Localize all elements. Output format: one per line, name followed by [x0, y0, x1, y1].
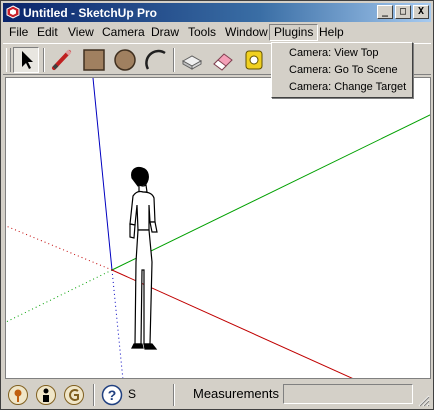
instructor-help-icon[interactable]: ?: [101, 384, 123, 406]
credits-icon[interactable]: [35, 384, 57, 406]
toolbar-grip[interactable]: [6, 48, 11, 72]
make-component-button[interactable]: [179, 47, 205, 73]
green-axis-solid: [111, 114, 430, 271]
pencil-tool-button[interactable]: [49, 47, 75, 73]
plugins-menu-dropdown: Camera: View Top Camera: Go To Scene Cam…: [271, 42, 413, 98]
red-axis-solid: [111, 269, 353, 378]
status-separator: [173, 384, 175, 406]
make-component-icon: [181, 55, 203, 70]
select-tool-button[interactable]: [13, 47, 39, 73]
menu-help[interactable]: Help: [319, 25, 344, 39]
menu-window[interactable]: Window: [225, 25, 268, 39]
maximize-button[interactable]: □: [395, 5, 411, 19]
minimize-button[interactable]: _: [377, 5, 393, 19]
svg-text:?: ?: [108, 387, 117, 403]
tape-measure-tool-button[interactable]: [241, 47, 267, 73]
menu-draw[interactable]: Draw: [151, 25, 180, 39]
arc-tool-button[interactable]: [143, 47, 169, 73]
menu-plugins[interactable]: Plugins: [269, 24, 319, 41]
blue-axis-solid: [92, 78, 113, 271]
rectangle-icon: [83, 49, 105, 71]
menu-tools[interactable]: Tools: [188, 25, 217, 39]
rectangle-tool-button[interactable]: [81, 47, 107, 73]
arc-icon: [145, 49, 166, 70]
window-title: Untitled - SketchUp Pro: [23, 6, 158, 20]
menu-file[interactable]: File: [9, 25, 29, 39]
menu-item-camera-go-to-scene[interactable]: Camera: Go To Scene: [289, 64, 398, 76]
axes-canvas: [6, 78, 430, 378]
circle-icon: [114, 49, 136, 71]
circle-tool-button[interactable]: [112, 47, 138, 73]
tape-measure-icon: [245, 50, 263, 70]
status-separator: [93, 384, 95, 406]
sketchup-app-icon: [6, 5, 20, 19]
status-bar: ? S Measurements: [3, 381, 431, 408]
select-icon: [22, 51, 33, 69]
pencil-icon: [52, 49, 72, 70]
toolbar-separator: [43, 48, 45, 72]
toolbar-separator: [173, 48, 175, 72]
menu-camera[interactable]: Camera: [102, 25, 145, 39]
eraser-icon: [213, 53, 233, 71]
menu-edit[interactable]: Edit: [37, 25, 58, 39]
geo-location-icon[interactable]: [7, 384, 29, 406]
menu-item-camera-view-top[interactable]: Camera: View Top: [289, 47, 379, 59]
measurements-label: Measurements: [193, 386, 279, 401]
measurements-input[interactable]: [283, 384, 413, 404]
menu-view[interactable]: View: [68, 25, 94, 39]
scale-figure-person[interactable]: [129, 166, 158, 350]
blue-axis-dotted: [111, 269, 124, 378]
model-viewport[interactable]: [5, 77, 431, 379]
getting-started-toolbar: [3, 43, 431, 75]
maximize-icon: □: [399, 6, 407, 17]
green-axis-dotted: [6, 269, 113, 323]
status-hint-text: S: [128, 387, 137, 401]
close-icon: X: [417, 6, 425, 17]
sign-in-icon[interactable]: [63, 384, 85, 406]
minimize-icon: _: [381, 6, 389, 17]
title-bar[interactable]: Untitled - SketchUp Pro _ □ X: [3, 3, 431, 22]
red-axis-dotted: [6, 225, 113, 271]
eraser-tool-button[interactable]: [210, 47, 236, 73]
resize-grip-icon[interactable]: [418, 395, 430, 407]
close-button[interactable]: X: [413, 5, 429, 19]
menu-item-camera-change-target[interactable]: Camera: Change Target: [289, 81, 407, 93]
menu-bar: File Edit View Camera Draw Tools Window …: [3, 23, 431, 42]
